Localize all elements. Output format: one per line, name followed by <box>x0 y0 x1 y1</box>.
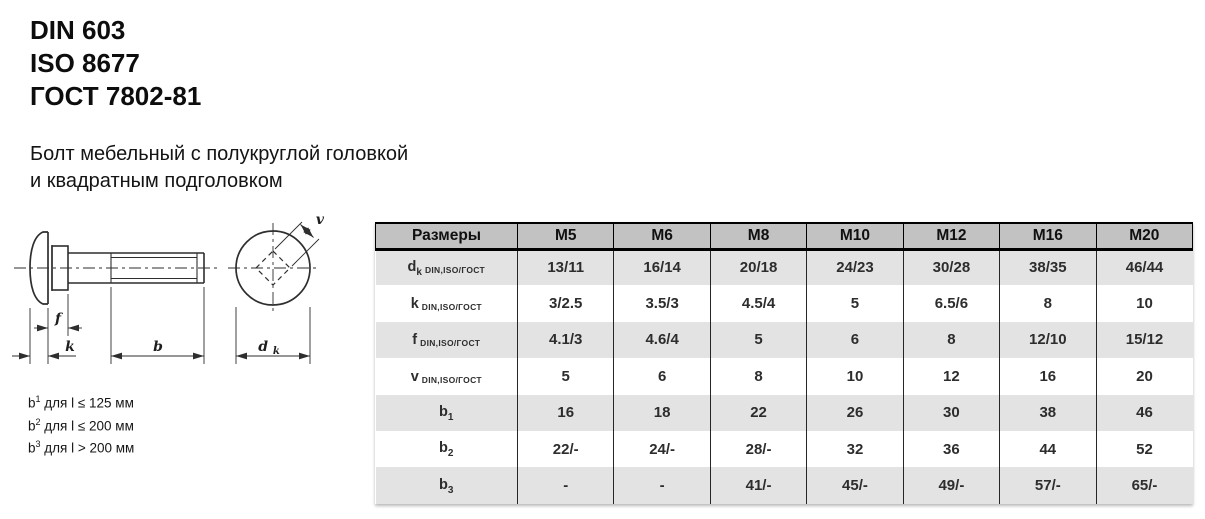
value-cell: 16 <box>999 358 1097 395</box>
row-label: b3 <box>439 476 454 496</box>
value-cell: 24/23 <box>806 249 904 286</box>
table-header-row: Размеры M5 M6 M8 M10 M12 M16 M20 <box>375 222 1194 251</box>
header-cell-sizes: Размеры <box>375 222 518 251</box>
value-cell: 8 <box>902 321 1000 359</box>
row-label: b2 <box>439 440 454 460</box>
value-cell: 30/28 <box>902 249 1000 286</box>
header-cell-m8: M8 <box>709 222 808 251</box>
value-cell: 6 <box>613 358 711 395</box>
value-cell: 16 <box>516 394 614 431</box>
value-cell: 12 <box>902 358 1000 395</box>
value-cell: 10 <box>806 358 904 395</box>
bolt-technical-drawing: f k b v d k <box>12 212 325 364</box>
dimension-label-b: b <box>153 339 163 355</box>
footnote: b1 для l ≤ 125 мм <box>28 394 134 411</box>
value-cell: 45/- <box>806 467 904 504</box>
value-cell: 46/44 <box>1095 249 1193 286</box>
value-cell: 30 <box>902 394 1000 431</box>
value-cell: 15/12 <box>1095 321 1193 359</box>
description-line-1: Болт мебельный с полукруглой головкой <box>30 143 409 165</box>
value-cell: 49/- <box>902 467 1000 504</box>
value-cell: 38/35 <box>999 249 1097 286</box>
value-cell: 20 <box>1095 358 1193 395</box>
table-row: b1 16 18 22 26 30 38 46 <box>375 394 1193 431</box>
extension-lines <box>29 287 205 364</box>
value-cell: 57/- <box>999 467 1097 504</box>
value-cell: 3/2.5 <box>516 285 614 322</box>
row-label: f DIN,ISO/ГОСТ <box>412 332 481 349</box>
value-cell: 6.5/6 <box>902 285 1000 322</box>
value-cell: 10 <box>1095 285 1193 322</box>
value-cell: 16/14 <box>613 249 711 286</box>
value-cell: 32 <box>806 430 904 468</box>
value-cell: 38 <box>999 394 1097 431</box>
value-cell: 4.1/3 <box>516 321 614 359</box>
table-row: dk DIN,ISO/ГОСТ 13/11 16/14 20/18 24/23 30/28 3… <box>375 249 1193 286</box>
value-cell: 5 <box>516 358 614 395</box>
hidden-square-outline <box>255 250 291 286</box>
bolt-head-front-view <box>228 223 318 313</box>
header-cell-m16: M16 <box>999 222 1097 251</box>
dimension-label-f: f <box>54 311 64 327</box>
header-cell-m5: M5 <box>516 222 615 251</box>
value-cell: - <box>516 467 614 504</box>
value-cell: 65/- <box>1095 467 1193 504</box>
standard-gost: ГОСТ 7802-81 <box>30 81 202 111</box>
table-row: v DIN,ISO/ГОСТ 5 6 8 10 12 16 20 <box>375 358 1193 395</box>
standards-block: DIN 603 ISO 8677 ГОСТ 7802-81 <box>30 14 201 113</box>
value-cell: 24/- <box>613 430 711 468</box>
value-cell: 5 <box>806 285 904 322</box>
value-cell: 52 <box>1095 430 1193 468</box>
header-cell-m10: M10 <box>806 222 904 251</box>
value-cell: - <box>613 467 711 504</box>
dimension-label-v: v <box>316 212 325 228</box>
value-cell: 5 <box>709 321 807 359</box>
table-row: b3- -41/- 45/- 49/- 57/- 65/- <box>375 467 1193 504</box>
value-cell: 41/- <box>709 467 807 504</box>
value-cell: 22 <box>709 394 807 431</box>
table-body: dk DIN,ISO/ГОСТ 13/11 16/14 20/18 24/23 30/28 3… <box>375 249 1193 504</box>
description-line-2: и квадратным подголовком <box>30 170 283 192</box>
value-cell: 8 <box>709 358 807 395</box>
value-cell: 13/11 <box>516 249 614 286</box>
header-cell-m12: M12 <box>902 222 1001 251</box>
value-cell: 4.6/4 <box>613 321 711 359</box>
table-row: f DIN,ISO/ГОСТ 4.1/3 4.6/4 5 6 8 12/10 15/12 <box>375 321 1193 359</box>
value-cell: 20/18 <box>709 249 807 286</box>
footnote: b2 для l ≤ 200 мм <box>28 416 134 434</box>
footnotes: b1 для l ≤ 125 мм b2 для l ≤ 200 мм b3 для… <box>28 390 134 458</box>
value-cell: 22/- <box>516 430 614 468</box>
value-cell: 4.5/4 <box>709 285 807 322</box>
value-cell: 3.5/3 <box>613 285 711 322</box>
row-label: b1 <box>439 403 454 423</box>
value-cell: 8 <box>999 285 1097 322</box>
value-cell: 26 <box>806 394 904 431</box>
product-description: Болт мебельный с полукруглой головкой и … <box>30 141 408 195</box>
value-cell: 36 <box>902 430 1000 468</box>
value-cell: 46 <box>1095 394 1193 431</box>
value-cell: 12/10 <box>999 321 1097 359</box>
standard-din: DIN 603 <box>30 15 126 45</box>
dimensions-table: Размеры M5 M6 M8 M10 M12 M16 M20 dk DIN,ISO/ГОСТ… <box>375 222 1194 504</box>
row-label: v DIN,ISO/ГОСТ <box>410 368 482 385</box>
table-row: k DIN,ISO/ГОСТ 3/2.5 3.5/3 4.5/4 5 6.5/6 8 10 <box>375 285 1193 322</box>
header-cell-m20: M20 <box>1095 222 1194 251</box>
dimension-dk <box>235 307 311 364</box>
bolt-shank <box>68 252 205 284</box>
value-cell: 6 <box>806 321 904 359</box>
value-cell: 18 <box>613 394 711 431</box>
dimension-label-k: k <box>65 339 75 355</box>
table-row: b2 22/- 24/- 28/- 32 36 44 52 <box>375 430 1193 468</box>
dimension-label-dk: d k <box>258 339 280 357</box>
row-label: dk DIN,ISO/ГОСТ <box>407 258 485 278</box>
dimension-v <box>274 221 320 267</box>
value-cell: 44 <box>999 430 1097 468</box>
header-cell-m6: M6 <box>613 222 711 251</box>
value-cell: 28/- <box>709 430 807 468</box>
row-label: k DIN,ISO/ГОСТ <box>410 296 482 313</box>
footnote: b3 для l > 200 мм <box>28 439 135 456</box>
standard-iso: ISO 8677 <box>30 48 140 78</box>
